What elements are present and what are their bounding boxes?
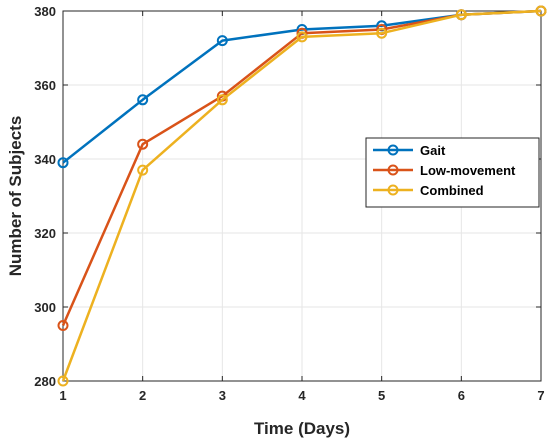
legend-marker: [387, 184, 399, 196]
series-line: [61, 9, 542, 382]
data-point: [216, 94, 228, 106]
data-point: [137, 138, 149, 150]
y-tick-label: 340: [34, 152, 56, 167]
data-point: [57, 157, 69, 169]
x-tick-label: 1: [59, 388, 66, 403]
data-point: [376, 27, 388, 39]
legend-entry: Gait: [373, 143, 446, 158]
legend-entry: Low-movement: [373, 163, 516, 178]
y-tick-label: 280: [34, 374, 56, 389]
y-axis-title: Number of Subjects: [6, 116, 25, 277]
data-point: [455, 9, 467, 21]
legend-label: Low-movement: [420, 163, 516, 178]
x-axis-title: Time (Days): [254, 419, 350, 438]
legend-marker: [387, 144, 399, 156]
data-point: [57, 320, 69, 331]
legend-label: Combined: [420, 183, 484, 198]
legend-marker: [387, 164, 399, 176]
data-point: [216, 35, 228, 47]
data-point: [535, 5, 547, 17]
x-axis-ticks: 1 2 3 4 5 6 7: [59, 11, 545, 403]
data-point: [296, 31, 308, 43]
legend-entry: Combined: [373, 183, 484, 198]
series-combined: [57, 5, 547, 387]
data-point: [57, 375, 69, 387]
x-tick-label: 2: [139, 388, 146, 403]
y-tick-label: 320: [34, 226, 56, 241]
y-tick-label: 380: [34, 4, 56, 19]
data-point: [137, 164, 149, 176]
series-group: [57, 5, 547, 387]
y-tick-label: 300: [34, 300, 56, 315]
legend: Gait Low-movement Combined: [365, 137, 540, 208]
x-tick-label: 4: [298, 388, 306, 403]
x-tick-label: 6: [458, 388, 465, 403]
y-axis-ticks: 280 300 320 340 360 380: [34, 4, 541, 389]
x-tick-label: 7: [537, 388, 544, 403]
data-point: [137, 94, 149, 106]
legend-label: Gait: [420, 143, 446, 158]
y-tick-label: 360: [34, 78, 56, 93]
x-tick-label: 3: [219, 388, 226, 403]
x-tick-label: 5: [378, 388, 385, 403]
